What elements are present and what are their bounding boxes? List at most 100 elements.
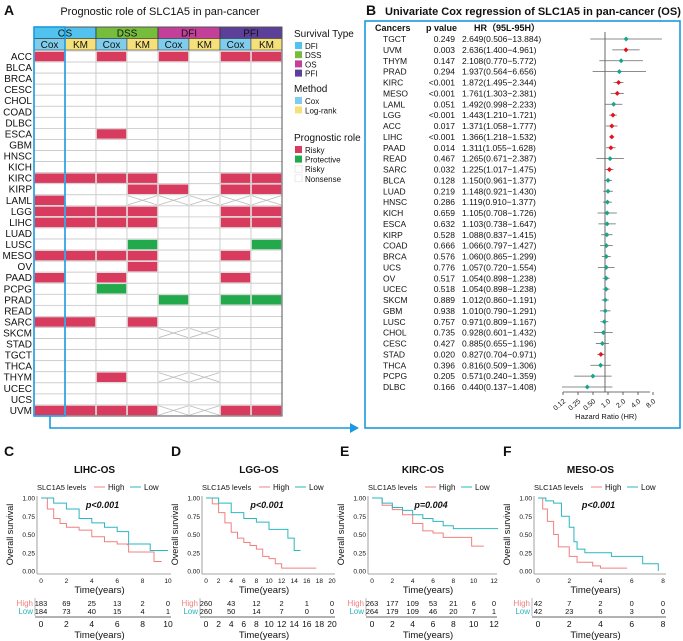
km-x-tick-label: 8: [255, 578, 259, 585]
risk-count-high: 2: [280, 599, 284, 608]
legend-swatch: [295, 60, 302, 68]
risk-count-low: 46: [429, 607, 437, 616]
row-label: PAAD: [6, 273, 33, 284]
heatmap-cell: [157, 338, 190, 351]
forest-point: [584, 384, 590, 390]
forest-p-value: 0.938: [434, 306, 456, 316]
forest-point: [606, 167, 612, 172]
heatmap-cell: [33, 238, 66, 251]
risk-count-low: 109: [406, 607, 419, 616]
risky-cell: [251, 51, 282, 62]
risk-count-low: 264: [366, 607, 379, 616]
risk-x-tick-label: 2: [567, 619, 572, 629]
risky-cell: [127, 173, 158, 183]
heatmap-cell: [188, 382, 221, 395]
risk-x-tick-label: 12: [277, 619, 287, 629]
row-label: PCPG: [4, 284, 33, 295]
column-header-hr: HR（95L-95H）: [474, 23, 540, 33]
heatmap-cell: [64, 260, 97, 273]
heatmap-cell: [126, 139, 159, 151]
forest-point: [614, 90, 620, 96]
heatmap-cell: [33, 282, 66, 295]
forest-p-value: 0.467: [434, 154, 456, 164]
risk-x-tick-label: 20: [327, 619, 337, 629]
forest-p-value: 0.020: [434, 349, 456, 359]
risky-cell: [251, 206, 282, 217]
legend-swatch: [295, 155, 302, 163]
risk-x-tick-label: 2: [390, 619, 395, 629]
heatmap-cell: [157, 150, 190, 162]
heatmap-cell: [126, 83, 159, 96]
risk-x-tick-label: 6: [115, 619, 120, 629]
heatmap-cell: [219, 139, 252, 151]
na-cross-icon: [189, 195, 220, 206]
method-label: KM: [73, 40, 88, 51]
heatmap-cell: [219, 393, 252, 406]
forest-p-value: <0.001: [429, 78, 456, 88]
risky-cell: [65, 173, 96, 183]
forest-hr-text: 1.010(0.790−1.291): [462, 306, 537, 316]
heatmap-cell: [157, 72, 190, 85]
risk-label-high: High: [514, 599, 530, 608]
risk-count-low: 73: [62, 607, 70, 616]
heatmap-cell: [33, 349, 66, 362]
forest-point: [600, 330, 606, 336]
heatmap-cell: [250, 161, 283, 174]
heatmap-cell: [95, 150, 128, 162]
legend-label: Risky: [305, 165, 325, 174]
risky-cell: [251, 173, 282, 183]
heatmap-cell: [64, 360, 97, 373]
heatmap-cell: [188, 116, 221, 129]
km-x-tick-label: 16: [303, 578, 311, 585]
heatmap-cell: [126, 349, 159, 362]
forest-cancer-label: OV: [383, 273, 396, 283]
heatmap-cell: [219, 371, 252, 384]
km-curve-high: [41, 497, 162, 563]
row-label: LIHC: [9, 218, 32, 229]
risk-x-tick-label: 8: [254, 619, 259, 629]
heatmap-cell: [33, 94, 66, 107]
heatmap-cell: [64, 238, 97, 251]
forest-cancer-label: LUSC: [383, 317, 406, 327]
forest-hr-text: 1.054(0.898−1.238): [462, 273, 537, 283]
heatmap-cell: [33, 304, 66, 317]
heatmap-cell: [250, 105, 283, 118]
heatmap-cell: [157, 128, 190, 140]
km-x-tick-label: 10: [265, 578, 273, 585]
heatmap-cell: [157, 304, 190, 317]
method-label: Cox: [103, 40, 121, 51]
risk-label-low: Low: [349, 607, 364, 616]
risk-x-tick-label: 0: [370, 619, 375, 629]
risk-x-axis-label: Time(years): [403, 630, 453, 641]
risky-cell: [158, 184, 189, 194]
heatmap-cell: [250, 72, 283, 85]
forest-cancer-label: READ: [383, 154, 407, 164]
forest-x-axis-label: Hazard Ratio (HR): [575, 412, 637, 421]
risk-count-high: 12: [252, 599, 260, 608]
heatmap-cell: [188, 128, 221, 140]
heatmap-cell: [33, 83, 66, 96]
km-y-tick-label: 0.75: [22, 514, 35, 521]
heatmap-cell: [64, 282, 97, 295]
row-label: THCA: [5, 362, 33, 373]
risk-x-tick-label: 0: [39, 619, 44, 629]
risk-x-axis-label: Time(years): [74, 630, 124, 641]
km-y-axis-label: Overall survival: [336, 504, 346, 566]
heatmap-cell: [188, 282, 221, 295]
heatmap-cell: [157, 139, 190, 151]
heatmap-cell: [126, 327, 159, 339]
risky-cell: [251, 405, 282, 416]
risky-cell: [34, 405, 65, 416]
km-x-tick-label: 2: [65, 578, 69, 585]
row-label: UCS: [11, 395, 32, 406]
heatmap-cell: [33, 72, 66, 85]
forest-point: [623, 47, 629, 53]
heatmap-cell: [64, 293, 97, 306]
forest-p-value: 0.396: [434, 360, 456, 370]
heatmap-cell: [64, 150, 97, 162]
risky-cell: [127, 261, 158, 272]
km-p-value: p<0.001: [249, 500, 283, 510]
heatmap-cell: [188, 338, 221, 351]
heatmap-cell: [33, 371, 66, 384]
